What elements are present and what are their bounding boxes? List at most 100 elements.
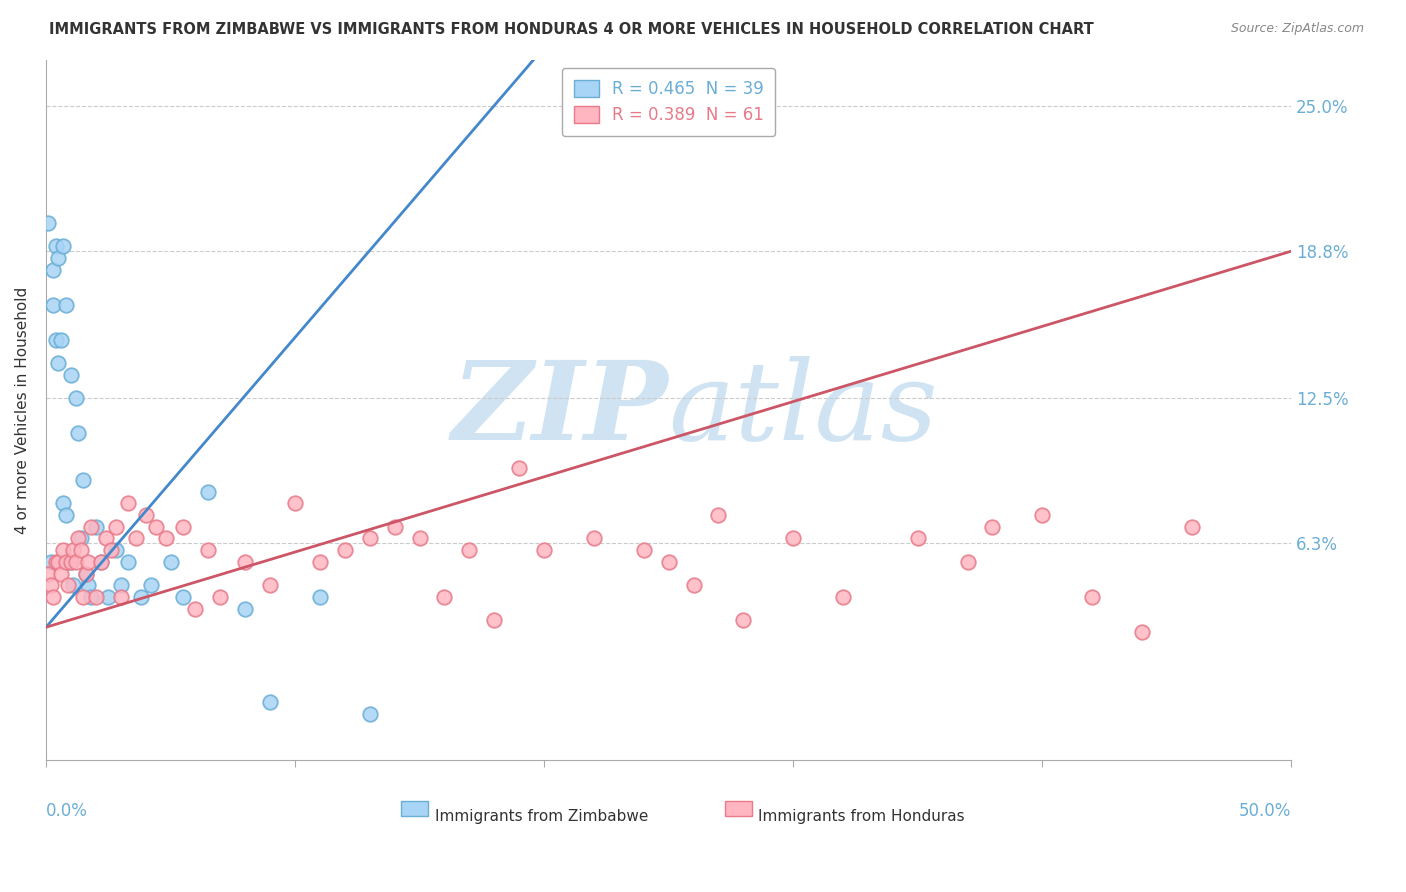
Point xyxy=(433,590,456,604)
Point xyxy=(284,496,307,510)
Point xyxy=(69,543,91,558)
Point xyxy=(72,590,94,604)
Point xyxy=(197,543,219,558)
Point xyxy=(155,532,177,546)
Point xyxy=(45,239,67,253)
Text: Source: ZipAtlas.com: Source: ZipAtlas.com xyxy=(1230,22,1364,36)
Point xyxy=(707,508,730,522)
Point xyxy=(582,532,605,546)
Point xyxy=(55,555,77,569)
Legend: R = 0.465  N = 39, R = 0.389  N = 61: R = 0.465 N = 39, R = 0.389 N = 61 xyxy=(562,68,776,136)
Point xyxy=(94,532,117,546)
Point xyxy=(59,368,82,382)
Point xyxy=(62,578,84,592)
Point xyxy=(117,496,139,510)
Point xyxy=(508,461,530,475)
Point xyxy=(110,590,132,604)
Point xyxy=(67,532,90,546)
Point xyxy=(458,543,481,558)
Point xyxy=(58,555,80,569)
Point xyxy=(59,555,82,569)
Point xyxy=(1031,508,1053,522)
Point xyxy=(65,392,87,406)
Text: atlas: atlas xyxy=(669,356,938,464)
Point xyxy=(75,566,97,581)
Point xyxy=(80,520,103,534)
Point xyxy=(62,543,84,558)
Point xyxy=(104,543,127,558)
Point xyxy=(135,508,157,522)
Point xyxy=(233,601,256,615)
Point xyxy=(67,426,90,441)
Y-axis label: 4 or more Vehicles in Household: 4 or more Vehicles in Household xyxy=(15,286,30,533)
Point xyxy=(48,251,70,265)
Point xyxy=(159,555,181,569)
Point xyxy=(77,555,100,569)
Point xyxy=(84,590,107,604)
Point xyxy=(110,578,132,592)
Point xyxy=(84,520,107,534)
Point xyxy=(55,508,77,522)
Point xyxy=(42,298,65,312)
Point xyxy=(145,520,167,534)
Point xyxy=(832,590,855,604)
Point xyxy=(65,555,87,569)
Point xyxy=(259,695,281,709)
Point xyxy=(52,496,75,510)
Point xyxy=(1081,590,1104,604)
Point xyxy=(77,578,100,592)
Text: Immigrants from Zimbabwe: Immigrants from Zimbabwe xyxy=(434,809,648,824)
Point xyxy=(184,601,207,615)
Point xyxy=(533,543,555,558)
Point xyxy=(104,520,127,534)
Point xyxy=(333,543,356,558)
Point xyxy=(129,590,152,604)
Point xyxy=(956,555,979,569)
Text: 0.0%: 0.0% xyxy=(46,803,87,821)
Point xyxy=(42,263,65,277)
Point xyxy=(1130,624,1153,639)
Point xyxy=(197,484,219,499)
Point xyxy=(48,555,70,569)
Point xyxy=(58,578,80,592)
Point xyxy=(682,578,704,592)
Point xyxy=(59,555,82,569)
Point xyxy=(124,532,146,546)
Point xyxy=(39,555,62,569)
Point xyxy=(39,578,62,592)
Point xyxy=(48,356,70,370)
Point xyxy=(209,590,232,604)
Point xyxy=(907,532,929,546)
Point xyxy=(782,532,804,546)
Point xyxy=(139,578,162,592)
Point xyxy=(52,239,75,253)
Point xyxy=(259,578,281,592)
Point xyxy=(100,543,122,558)
Point xyxy=(97,590,120,604)
Point xyxy=(42,590,65,604)
Point xyxy=(658,555,681,569)
Point xyxy=(408,532,430,546)
Point xyxy=(37,566,59,581)
Point xyxy=(52,543,75,558)
Text: 50.0%: 50.0% xyxy=(1239,803,1291,821)
Point xyxy=(233,555,256,569)
Point xyxy=(90,555,112,569)
Point xyxy=(733,613,755,627)
FancyBboxPatch shape xyxy=(401,801,429,816)
Point xyxy=(69,532,91,546)
Point xyxy=(37,216,59,230)
Point xyxy=(172,520,194,534)
Point xyxy=(45,555,67,569)
Point xyxy=(484,613,506,627)
Point xyxy=(359,532,381,546)
Point xyxy=(75,566,97,581)
Point xyxy=(80,590,103,604)
Point xyxy=(1181,520,1204,534)
Point xyxy=(981,520,1004,534)
Text: IMMIGRANTS FROM ZIMBABWE VS IMMIGRANTS FROM HONDURAS 4 OR MORE VEHICLES IN HOUSE: IMMIGRANTS FROM ZIMBABWE VS IMMIGRANTS F… xyxy=(49,22,1094,37)
Point xyxy=(55,298,77,312)
Point xyxy=(359,706,381,721)
Point xyxy=(45,333,67,347)
Text: ZIP: ZIP xyxy=(451,356,669,464)
